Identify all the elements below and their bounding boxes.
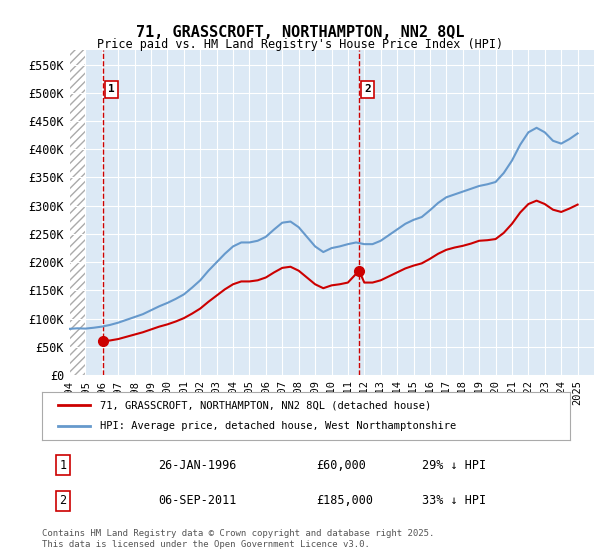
Text: Contains HM Land Registry data © Crown copyright and database right 2025.
This d: Contains HM Land Registry data © Crown c… [42, 529, 434, 549]
Text: 33% ↓ HPI: 33% ↓ HPI [422, 494, 486, 507]
Text: HPI: Average price, detached house, West Northamptonshire: HPI: Average price, detached house, West… [100, 421, 457, 431]
Text: £185,000: £185,000 [317, 494, 374, 507]
Text: £60,000: £60,000 [317, 459, 367, 472]
Text: 06-SEP-2011: 06-SEP-2011 [158, 494, 236, 507]
Text: 71, GRASSCROFT, NORTHAMPTON, NN2 8QL: 71, GRASSCROFT, NORTHAMPTON, NN2 8QL [136, 25, 464, 40]
Bar [69, 50, 85, 375]
Text: 26-JAN-1996: 26-JAN-1996 [158, 459, 236, 472]
Text: 1: 1 [108, 85, 115, 95]
Text: 2: 2 [364, 85, 371, 95]
Text: 2: 2 [59, 494, 67, 507]
Text: 1: 1 [59, 459, 67, 472]
Text: Price paid vs. HM Land Registry's House Price Index (HPI): Price paid vs. HM Land Registry's House … [97, 38, 503, 50]
Text: 71, GRASSCROFT, NORTHAMPTON, NN2 8QL (detached house): 71, GRASSCROFT, NORTHAMPTON, NN2 8QL (de… [100, 400, 431, 410]
Text: 29% ↓ HPI: 29% ↓ HPI [422, 459, 486, 472]
